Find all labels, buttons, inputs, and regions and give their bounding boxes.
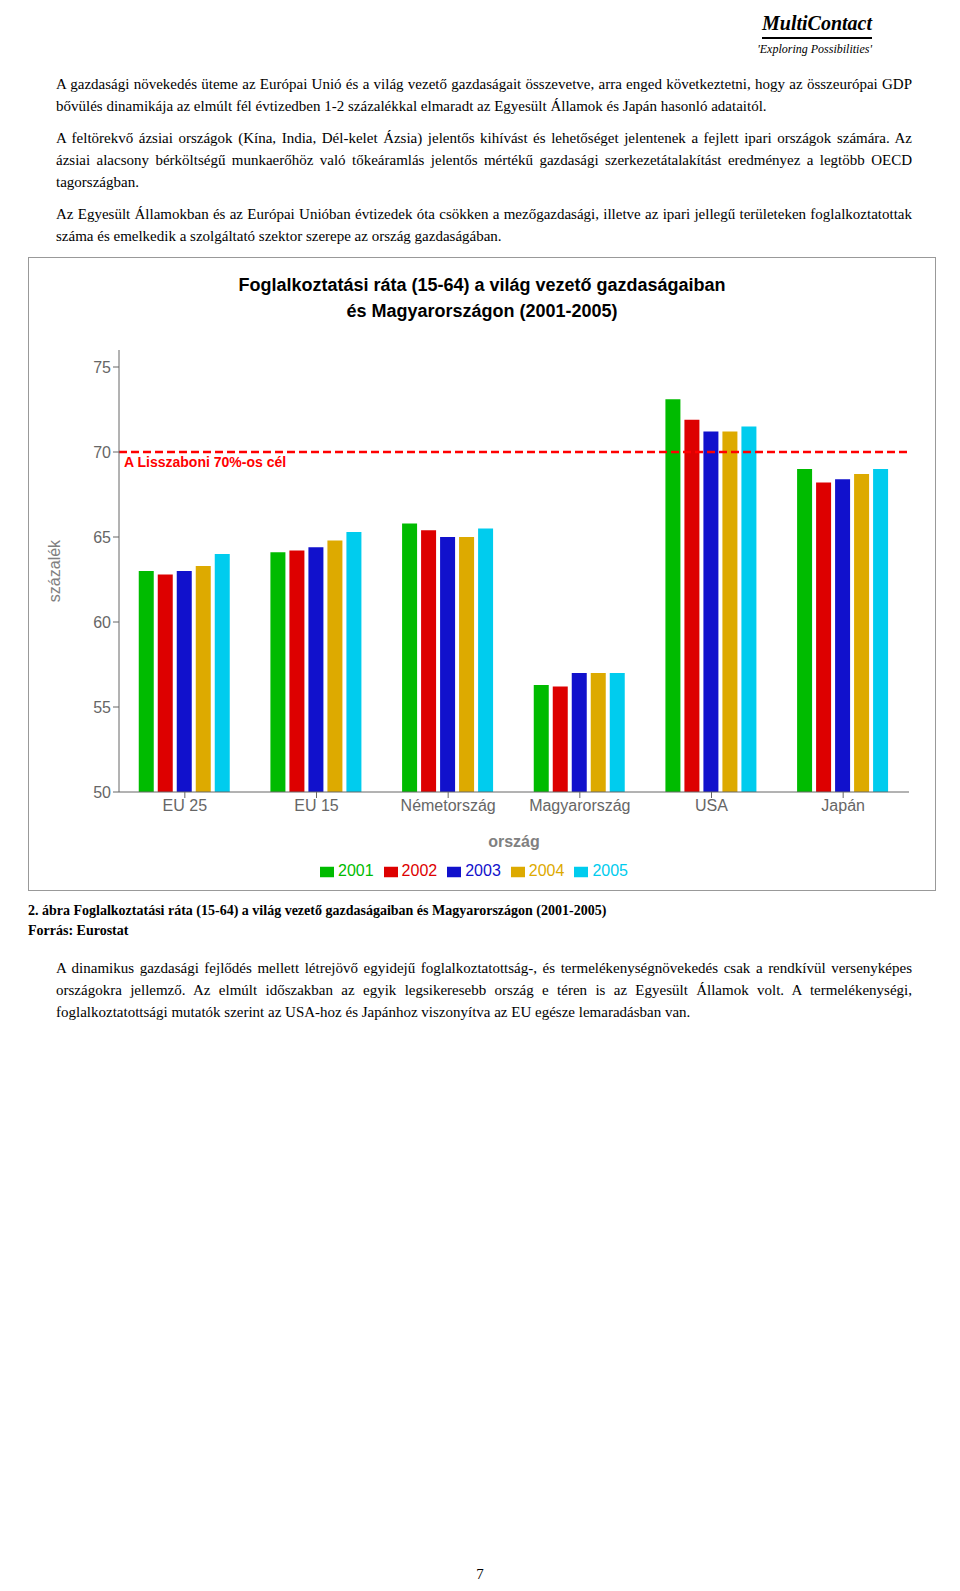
html-text:A gazdasági növekedés üteme az: A gazdasági növekedés üteme az Európai U… xyxy=(56,76,912,114)
html-text:2003: 2003 xyxy=(465,862,501,879)
svg-text:ország: ország xyxy=(488,833,540,850)
html-text:2004: 2004 xyxy=(528,862,565,879)
svg-text:USA: USA xyxy=(695,797,728,814)
html-text:2002: 2002 xyxy=(401,862,438,879)
svg-text:50: 50 xyxy=(93,784,111,801)
html-text:A feltörekvő ázsiai országok (: A feltörekvő ázsiai országok (Kína, Indi… xyxy=(56,130,912,190)
svg-text:EU 25: EU 25 xyxy=(163,797,208,814)
svg-text:55: 55 xyxy=(93,699,111,716)
svg-text:70: 70 xyxy=(93,444,111,461)
svg-text:65: 65 xyxy=(93,529,111,546)
html-text:2001: 2001 xyxy=(338,862,374,879)
svg-text:Japán: Japán xyxy=(821,797,865,814)
html-text:'Exploring Possibilities': 'Exploring Possibilities' xyxy=(757,42,872,56)
html-text:A dinamikus gazdasági fejlődés: A dinamikus gazdasági fejlődés mellett l… xyxy=(56,960,912,1020)
svg-text:Németország: Németország xyxy=(401,797,496,814)
svg-text:Magyarország: Magyarország xyxy=(529,797,630,814)
html-text:és Magyarországon (2001-2005): és Magyarországon (2001-2005) xyxy=(346,301,618,321)
html-text:MultiContact: MultiContact xyxy=(762,12,872,34)
html-text:Foglalkoztatási ráta (15-64) a: Foglalkoztatási ráta (15-64) a világ vez… xyxy=(238,275,726,295)
html-text:2. ábra Foglalkoztatási ráta (: 2. ábra Foglalkoztatási ráta (15-64) a v… xyxy=(28,903,607,918)
svg-text:A Lisszaboni 70%-os cél: A Lisszaboni 70%-os cél xyxy=(124,454,286,470)
svg-text:60: 60 xyxy=(93,614,111,631)
html-text:2005: 2005 xyxy=(592,862,628,879)
html-text:Forrás: Eurostat: Forrás: Eurostat xyxy=(28,923,129,938)
html-text:7: 7 xyxy=(476,1566,484,1582)
svg-text:75: 75 xyxy=(93,359,111,376)
html-text:Az Egyesült Államokban és az E: Az Egyesült Államokban és az Európai Uni… xyxy=(56,206,912,244)
svg-text:százalék: százalék xyxy=(46,539,63,602)
svg-text:EU 15: EU 15 xyxy=(294,797,339,814)
